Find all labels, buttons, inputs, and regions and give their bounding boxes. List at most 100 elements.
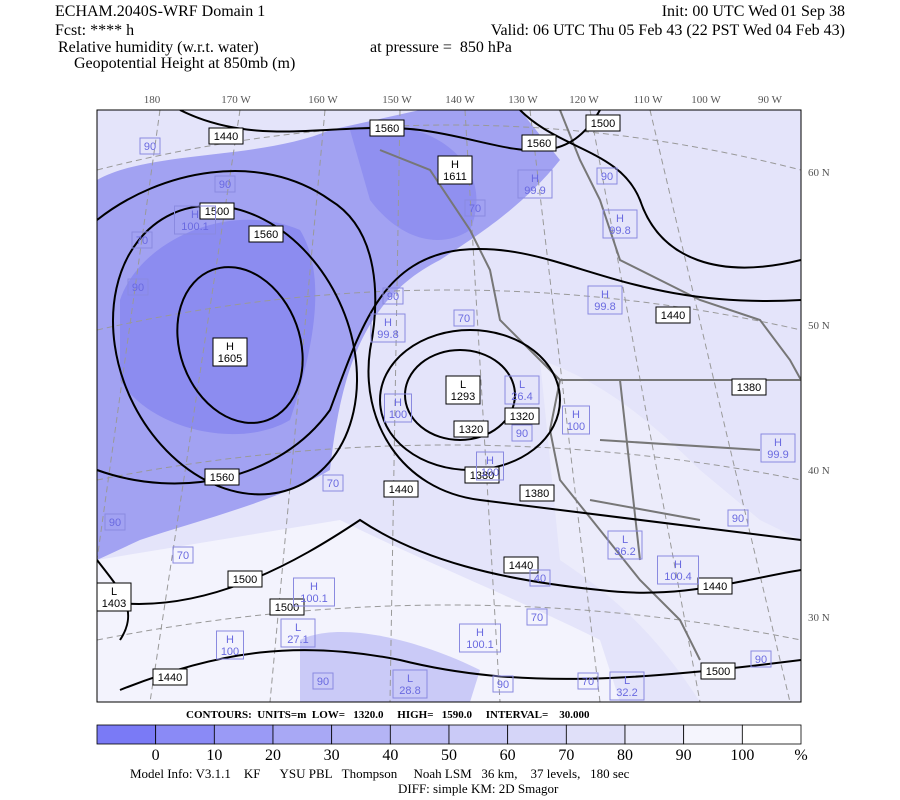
humidity-label-line: H bbox=[616, 213, 624, 225]
humidity-label-line: 90 bbox=[317, 676, 329, 688]
contour-label-text: H 1605 bbox=[218, 341, 242, 365]
contour-label-text: 1560 bbox=[254, 229, 278, 241]
coastline bbox=[379, 110, 801, 661]
humidity-label-line: 40 bbox=[534, 573, 546, 585]
humidity-label-box bbox=[562, 405, 590, 435]
humidity-label-line: 100.1 bbox=[466, 639, 494, 651]
colorbar-label: 100 bbox=[730, 747, 754, 764]
humidity-label: H 100 bbox=[216, 630, 244, 660]
contour-label-text: 1440 bbox=[389, 484, 413, 496]
humidity-label-line: 99.8 bbox=[609, 225, 630, 237]
humidity-label: H 100.1 bbox=[174, 205, 216, 235]
humidity-label: H 99.8 bbox=[370, 313, 406, 343]
humidity-label-line: 99.8 bbox=[377, 329, 398, 341]
humidity-label-text: H 99.9 bbox=[767, 437, 788, 461]
humidity-label-line: 90 bbox=[109, 517, 121, 529]
contour-label-box bbox=[227, 570, 263, 588]
humidity-label-text: L 28.8 bbox=[399, 673, 420, 697]
colorbar: 0 10 20 30 40 50 60 70 80 90 100% bbox=[96, 724, 808, 764]
humidity-label-box bbox=[464, 199, 486, 217]
humidity-label: 70 bbox=[131, 231, 153, 249]
contour-label: L 1293 bbox=[445, 375, 481, 405]
humidity-label-box bbox=[529, 569, 551, 587]
humidity-label-text: H 100 bbox=[389, 397, 407, 421]
humidity-label-box bbox=[104, 513, 126, 531]
humidity-label-text: H 99.8 bbox=[594, 289, 615, 313]
colorbar-label: % bbox=[794, 747, 807, 764]
humidity-label-box bbox=[214, 175, 236, 193]
humidity-label-text: 90 bbox=[497, 679, 509, 691]
contour-label-text: H 1611 bbox=[443, 159, 467, 183]
latitude-label: 40 N bbox=[808, 465, 830, 477]
colorbar-swatch bbox=[96, 724, 157, 745]
humidity-label-line: H bbox=[486, 455, 494, 467]
contour-label-box bbox=[697, 577, 733, 595]
humidity-label-text: 90 bbox=[387, 291, 399, 303]
contour-label-text: 1440 bbox=[661, 310, 685, 322]
contour-label-box bbox=[269, 598, 305, 616]
colorbar-label: 90 bbox=[676, 747, 692, 764]
humidity-label-text: H 100 bbox=[481, 455, 499, 479]
humidity-label-box bbox=[587, 285, 623, 315]
humidity-label: 90 bbox=[727, 509, 749, 527]
map-frame bbox=[96, 109, 802, 703]
humidity-label-box bbox=[384, 393, 412, 423]
contour-label: 1440 bbox=[152, 668, 188, 686]
contour-label-text: 1500 bbox=[275, 602, 299, 614]
longitude-label: 90 W bbox=[758, 94, 783, 106]
humidity-label-text: H 100.4 bbox=[664, 559, 692, 583]
humidity-label-text: H 99.8 bbox=[609, 213, 630, 237]
humidity-label-text: 90 bbox=[601, 171, 613, 183]
humidity-label: 90 bbox=[214, 175, 236, 193]
humidity-label-box bbox=[459, 623, 501, 653]
humidity-label-line: 70 bbox=[136, 235, 148, 247]
humidity-label-text: 90 bbox=[516, 428, 528, 440]
longitude-label: 170 W bbox=[221, 94, 251, 106]
contour-label: L 1403 bbox=[96, 582, 132, 612]
contour-label-line: 1320 bbox=[459, 424, 483, 436]
contour-label-line: 1440 bbox=[703, 581, 727, 593]
humidity-label-box bbox=[504, 375, 540, 405]
humidity-label-box bbox=[750, 650, 772, 668]
contour-label-text: 1500 bbox=[205, 206, 229, 218]
contour-label-line: 1500 bbox=[275, 602, 299, 614]
contour-label-text: 1380 bbox=[470, 470, 494, 482]
colorbar-label: 30 bbox=[324, 747, 340, 764]
humidity-label-line: 90 bbox=[144, 141, 156, 153]
contour-label-text: 1440 bbox=[703, 581, 727, 593]
contour-label: 1500 bbox=[269, 598, 305, 616]
humidity-label-text: 70 bbox=[469, 203, 481, 215]
humidity-label: 90 bbox=[382, 287, 404, 305]
humidity-label: H 100.1 bbox=[293, 577, 335, 607]
map-field bbox=[97, 110, 801, 702]
model-name: ECHAM.2040S-WRF Domain 1 bbox=[55, 3, 265, 20]
humidity-label-line: H bbox=[601, 289, 609, 301]
humidity-label-text: 90 bbox=[755, 654, 767, 666]
longitude-label: 140 W bbox=[445, 94, 475, 106]
humidity-label-line: 90 bbox=[219, 179, 231, 191]
init-time: Init: 00 UTC Wed 01 Sep 38 bbox=[662, 3, 845, 20]
graticule bbox=[97, 110, 801, 702]
humidity-label-box bbox=[131, 231, 153, 249]
colorbar-label: 10 bbox=[206, 747, 222, 764]
humidity-label: H 100 bbox=[476, 451, 504, 481]
humidity-label-box bbox=[382, 287, 404, 305]
humidity-label-line: 70 bbox=[469, 203, 481, 215]
humidity-label-line: 90 bbox=[732, 513, 744, 525]
forecast-hour: Fcst: **** h bbox=[55, 22, 134, 39]
humidity-label-text: 70 bbox=[458, 313, 470, 325]
humidity-label: L 26.4 bbox=[504, 375, 540, 405]
contour-label-line: 1380 bbox=[525, 488, 549, 500]
colorbar-swatch bbox=[448, 724, 509, 745]
humidity-label: 90 bbox=[596, 167, 618, 185]
humidity-label-line: H bbox=[674, 559, 682, 571]
contour-label: 1440 bbox=[655, 306, 691, 324]
humidity-label: H 100 bbox=[562, 405, 590, 435]
humidity-label-line: 90 bbox=[601, 171, 613, 183]
humidity-label-line: H bbox=[226, 634, 234, 646]
humidity-label-line: 90 bbox=[132, 282, 144, 294]
humidity-label-text: 90 bbox=[109, 517, 121, 529]
contour-label-line: 1560 bbox=[254, 229, 278, 241]
humidity-label: H 100 bbox=[384, 393, 412, 423]
humidity-label: 70 bbox=[172, 546, 194, 564]
